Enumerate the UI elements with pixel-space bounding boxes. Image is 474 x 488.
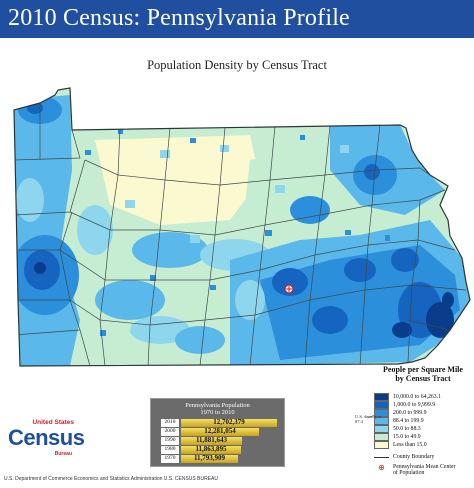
legend-label: 1,000.0 to 9,999.9 — [393, 402, 436, 408]
legend-title-line-1: People per Square Mile — [383, 365, 463, 374]
legend-class-6: 15.0 to 49.9 — [374, 433, 421, 441]
legend-class-5: 50.0 to 88.3 — [374, 425, 421, 433]
inset-population-bar: 11,793,909 — [181, 454, 238, 463]
legend-class-4: 88.4 to 199.9 — [374, 417, 424, 425]
credit-line: U.S. Department of Commerce Economics an… — [4, 476, 218, 482]
legend-label: Less than 15.0 — [393, 442, 427, 448]
legend-swatch — [374, 393, 389, 401]
inset-year: 1970 — [161, 455, 179, 463]
logo-top-text: United States — [32, 419, 74, 426]
legend-swatch — [374, 417, 389, 425]
inset-title-line-2: 1970 to 2010 — [200, 409, 235, 416]
inset-year: 2010 — [161, 419, 179, 427]
inset-year: 2000 — [161, 428, 179, 436]
legend-label: 88.4 to 199.9 — [393, 418, 424, 424]
us-density-note-line-2: 87.4 — [355, 419, 363, 424]
legend-label: Pennsylvania Mean Center — [393, 464, 456, 470]
legend-title-line-2: by Census Tract — [395, 374, 451, 383]
page-title: 2010 Census: Pennsylvania Profile — [8, 5, 350, 31]
legend: People per Square Mile by Census Tract 1… — [374, 365, 472, 476]
us-density-note: U.S. density is 87.4 — [355, 414, 381, 424]
legend-class-1: 10,000.0 to 64,263.1 — [374, 393, 441, 401]
inset-title-line-1: Pennsylvania Population — [185, 402, 250, 409]
inset-year: 1990 — [161, 437, 179, 445]
mean-center-marker — [284, 284, 294, 294]
legend-class-3: 200.0 to 999.9 — [374, 409, 427, 417]
legend-label: 15.0 to 49.9 — [393, 434, 421, 440]
us-density-note-line-1: U.S. density is — [355, 414, 382, 419]
logo-bottom-text: Bureau — [54, 451, 72, 457]
population-inset: Pennsylvania Population 1970 to 2010 201… — [150, 398, 285, 467]
county-boundaries — [14, 99, 467, 366]
legend-swatch — [374, 401, 389, 409]
logo-main-text: Census — [8, 425, 85, 450]
legend-county-boundary: County Boundary — [374, 453, 434, 461]
legend-class-2: 1,000.0 to 9,999.9 — [374, 401, 435, 409]
mean-center-icon: ⊕ — [378, 463, 385, 472]
legend-label: 10,000.0 to 64,263.1 — [393, 394, 441, 400]
legend-swatch — [374, 433, 389, 441]
inset-population-bar: 11,881,643 — [181, 436, 242, 445]
inset-population-bar: 12,281,054 — [181, 427, 259, 436]
inset-year: 1980 — [161, 446, 179, 454]
legend-swatch — [374, 425, 389, 433]
legend-swatch — [374, 409, 389, 417]
inset-population-bar: 11,863,895 — [181, 445, 241, 454]
legend-swatch — [374, 441, 389, 449]
county-boundary-line-icon — [374, 456, 389, 458]
census-bureau-logo: United States Census Bureau — [8, 417, 85, 467]
density-layer — [14, 88, 470, 366]
map-subtitle: Population Density by Census Tract — [147, 58, 327, 72]
title-bar: 2010 Census: Pennsylvania Profile — [0, 0, 474, 38]
legend-class-7: Less than 15.0 — [374, 441, 427, 449]
legend-mean-center: ⊕ Pennsylvania Mean Center of Population — [374, 463, 456, 477]
legend-label: 200.0 to 999.9 — [393, 410, 427, 416]
legend-label: of Population — [393, 470, 425, 476]
legend-label: County Boundary — [393, 454, 435, 460]
legend-label: 50.0 to 88.3 — [393, 426, 421, 432]
inset-population-bar: 12,702,379 — [181, 418, 277, 427]
